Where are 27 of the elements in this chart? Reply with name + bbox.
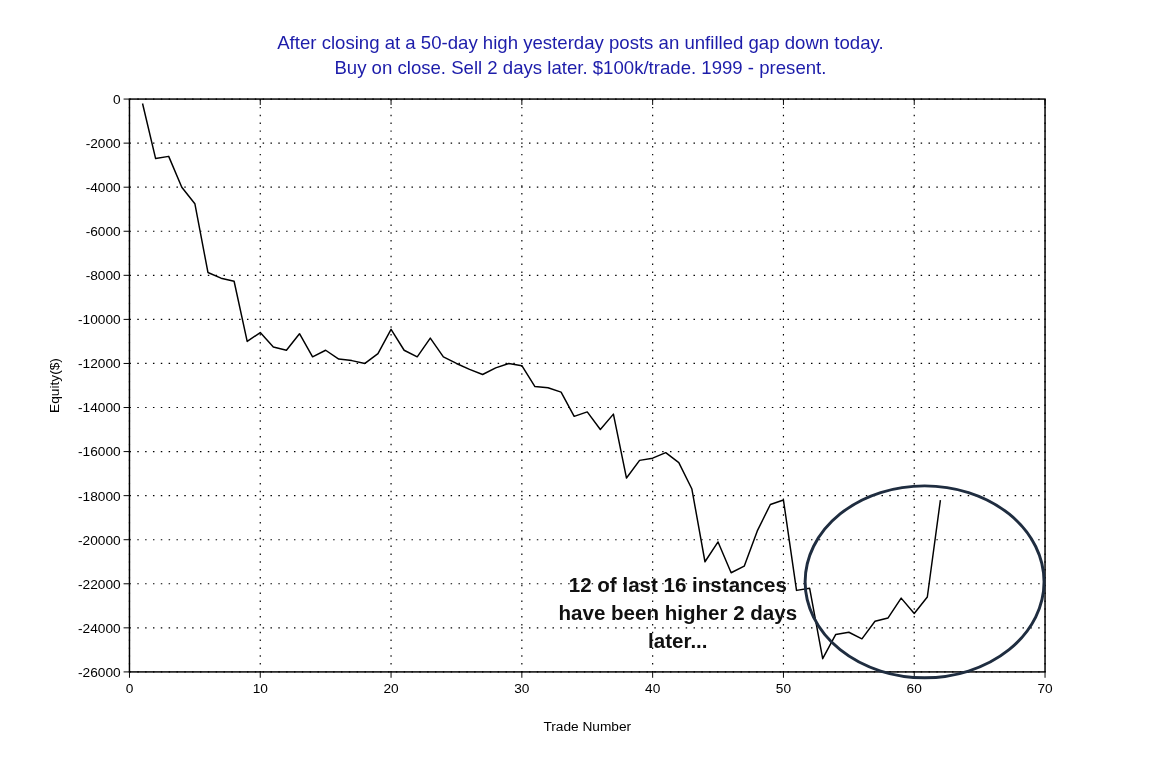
x-tick-label: 60	[906, 681, 923, 697]
chart-title: After closing at a 50-day high yesterday posts an unfilled gap down today.	[277, 32, 884, 54]
y-tick-label: -12000	[78, 356, 122, 372]
y-tick-label: -20000	[78, 532, 122, 548]
y-tick-label: -8000	[85, 268, 122, 284]
y-tick-label: -4000	[85, 180, 122, 196]
chart-subtitle: Buy on close. Sell 2 days later. $100k/trade. 1999 - present.	[334, 56, 827, 78]
y-tick-label: -24000	[78, 620, 122, 636]
y-tick-label: -14000	[78, 400, 122, 416]
x-tick-label: 30	[514, 681, 530, 697]
annotation: 12 of last 16 instances have been higher 2 days later...	[558, 572, 798, 653]
x-tick-label: 40	[645, 681, 661, 697]
y-tick-label: -10000	[78, 312, 122, 328]
y-tick-label: -18000	[78, 488, 122, 504]
x-axis-title: Trade Number	[543, 718, 632, 734]
x-tick-label: 50	[775, 681, 792, 697]
x-tick-label: 20	[383, 681, 400, 697]
y-tick-label: -6000	[85, 224, 122, 240]
x-tick-label: 10	[252, 681, 269, 697]
y-tick-label: -22000	[78, 576, 122, 592]
y-tick-label: -2000	[85, 136, 122, 152]
x-tick-label: 0	[125, 681, 134, 697]
y-tick-label: -16000	[78, 444, 122, 460]
y-tick-label: -26000	[78, 664, 122, 680]
y-axis-title: Equity($)	[46, 358, 62, 413]
y-tick-label: 0	[113, 91, 122, 107]
x-tick-label: 70	[1037, 681, 1054, 697]
